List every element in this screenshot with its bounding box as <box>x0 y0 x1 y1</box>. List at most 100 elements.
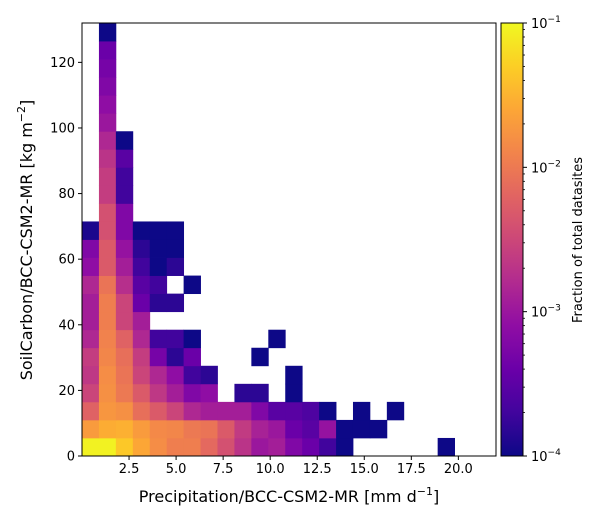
heatmap-cell <box>98 23 117 42</box>
heatmap-cell <box>319 437 337 457</box>
heatmap-cell <box>98 311 117 331</box>
heatmap-cell <box>166 365 185 385</box>
heatmap-cell <box>166 221 185 240</box>
heatmap-cell <box>149 365 168 385</box>
heatmap-cell <box>115 167 134 186</box>
heatmap-cell <box>82 239 100 258</box>
heatmap-cell <box>115 365 134 385</box>
heatmap-cell <box>149 293 168 313</box>
y-tick-label: 80 <box>58 187 75 202</box>
colorbar-tick-label: 10−3 <box>531 304 561 321</box>
heatmap-cell <box>132 419 151 439</box>
colorbar-tick-label: 10−1 <box>531 15 561 32</box>
heatmap-cell <box>149 221 168 240</box>
heatmap-cell <box>115 329 134 349</box>
x-tick-label: 2.5 <box>119 462 140 477</box>
heatmap-cell <box>234 401 252 421</box>
y-tick-label: 60 <box>58 253 75 268</box>
heatmap-cell <box>149 275 168 295</box>
heatmap-cell <box>437 437 455 457</box>
heatmap-cell <box>285 401 303 421</box>
heatmap-cell <box>183 329 201 349</box>
heatmap-cell <box>166 329 185 349</box>
heatmap-cell <box>115 437 134 457</box>
heatmap-cell <box>132 365 151 385</box>
heatmap-cell <box>183 275 201 295</box>
heatmap-cell <box>98 167 117 186</box>
heatmap-cell <box>285 437 303 457</box>
x-tick-label: 17.5 <box>397 462 426 477</box>
heatmap-cell <box>183 347 201 367</box>
heatmap-cell <box>98 113 117 132</box>
heatmap-cell <box>166 437 185 457</box>
heatmap-cell <box>336 419 354 439</box>
heatmap-cell <box>336 437 354 457</box>
heatmap-cell <box>149 437 168 457</box>
heatmap-cell <box>183 437 201 457</box>
heatmap-cell <box>200 383 218 403</box>
heatmap-cell <box>166 293 185 313</box>
heatmap-cell <box>98 419 117 439</box>
heatmap-cell <box>115 185 134 204</box>
heatmap-cell <box>302 419 320 439</box>
heatmap-cell <box>251 383 269 403</box>
heatmap-cell <box>369 419 388 439</box>
heatmap-cell <box>149 257 168 276</box>
heatmap-cell <box>166 347 185 367</box>
heatmap-cell <box>98 221 117 240</box>
heatmap-cell <box>82 365 100 385</box>
heatmap-cell <box>183 401 201 421</box>
heatmap-cell <box>115 419 134 439</box>
heatmap-cell <box>82 401 100 421</box>
heatmap-cell <box>149 329 168 349</box>
heatmap-cell <box>82 221 100 240</box>
heatmap-cell <box>98 203 117 222</box>
heatmap-cell <box>285 383 303 403</box>
heatmap-cell <box>82 257 100 276</box>
heatmap-cell <box>98 437 117 457</box>
colorbar-frame <box>500 22 524 457</box>
heatmap-cell <box>132 401 151 421</box>
heatmap-cell <box>115 347 134 367</box>
heatmap-cell <box>82 293 100 313</box>
heatmap-cell <box>166 401 185 421</box>
y-axis-label: SoilCarbon/BCC-CSM2-MR [kg m−2] <box>15 100 36 381</box>
heatmap-cell <box>115 239 134 258</box>
heatmap-cell <box>251 347 269 367</box>
x-axis-label: Precipitation/BCC-CSM2-MR [mm d−1] <box>139 485 439 506</box>
heatmap-cell <box>200 365 218 385</box>
heatmap-cell <box>115 131 134 150</box>
heatmap-cell <box>149 419 168 439</box>
heatmap-cell <box>98 185 117 204</box>
heatmap-cell <box>268 401 286 421</box>
heatmap-cell <box>234 419 252 439</box>
heatmap-cell <box>98 131 117 150</box>
y-tick-label: 100 <box>50 121 75 136</box>
heatmap-cell <box>149 383 168 403</box>
heatmap-cell <box>115 149 134 168</box>
heatmap-cell <box>166 419 185 439</box>
heatmap-cells <box>82 23 455 457</box>
heatmap-cell <box>251 419 269 439</box>
plot-frame <box>81 22 497 457</box>
heatmap-cell <box>132 275 151 295</box>
heatmap-cell <box>183 419 201 439</box>
heatmap-cell <box>285 365 303 385</box>
heatmap-cell <box>98 275 117 295</box>
heatmap-cell <box>132 293 151 313</box>
heatmap-cell <box>82 311 100 331</box>
heatmap-cell <box>98 365 117 385</box>
y-tick-label: 20 <box>58 384 75 399</box>
heatmap-cell <box>234 383 252 403</box>
heatmap-cell <box>82 383 100 403</box>
x-tick-label: 5.0 <box>166 462 187 477</box>
heatmap-cell <box>319 419 337 439</box>
heatmap-cell <box>200 437 218 457</box>
heatmap-cell <box>132 437 151 457</box>
y-tick-label: 0 <box>67 450 75 465</box>
heatmap-cell <box>98 401 117 421</box>
heatmap-cell <box>149 401 168 421</box>
heatmap-cell <box>132 311 151 331</box>
heatmap-cell <box>98 383 117 403</box>
